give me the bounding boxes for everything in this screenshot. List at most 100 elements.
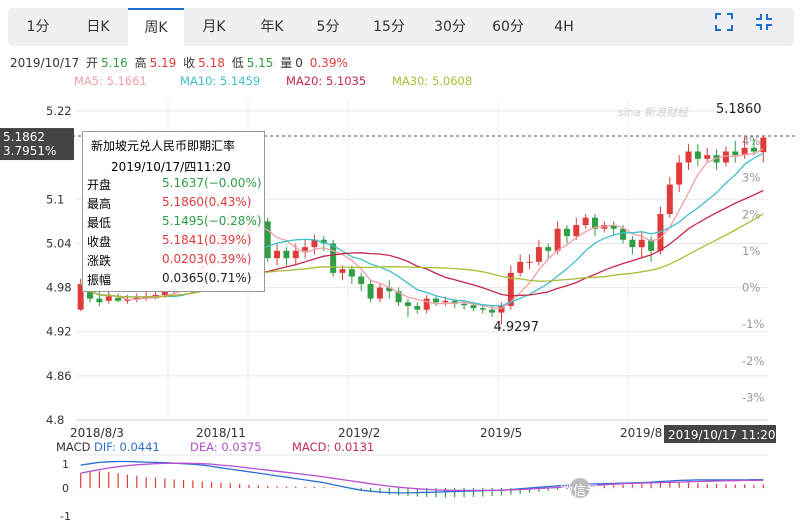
tab-4[interactable]: 年K — [260, 19, 284, 35]
candle-body — [760, 137, 767, 153]
candle-body — [451, 300, 458, 304]
tooltip-row-value: 5.1495(−0.28%) — [162, 214, 262, 228]
tab-3[interactable]: 月K — [202, 19, 226, 35]
candle-body — [694, 151, 701, 159]
tab-9[interactable]: 4H — [554, 19, 574, 35]
ma10-legend: MA10: 5.1459 — [180, 74, 261, 88]
y-tick-label: 4.92 — [46, 325, 72, 339]
tooltip-row: 最高 5.1860(0.43%) — [87, 195, 263, 214]
candle-body — [339, 269, 346, 273]
candle-body — [358, 276, 365, 284]
tab-5[interactable]: 5分 — [316, 19, 340, 35]
candle-body — [732, 151, 739, 156]
candle-body — [283, 250, 290, 259]
candle-body — [526, 261, 533, 263]
candle-body — [320, 239, 327, 244]
ma5-legend: MA5: 5.1661 — [74, 74, 147, 88]
watermark: 微信号: kanxinjiapo — [560, 484, 682, 499]
tooltip-row: 最低 5.1495(−0.28%) — [87, 214, 263, 233]
candle-body — [750, 147, 757, 152]
exit-fullscreen-icon[interactable] — [754, 12, 774, 32]
y-tick-label: 5.1 — [46, 192, 64, 206]
candle-body — [414, 305, 421, 310]
candle-body — [638, 239, 645, 248]
candle-body — [610, 225, 617, 229]
volume-value: 0 — [295, 56, 303, 70]
candle-body — [302, 247, 309, 251]
candle-body — [582, 217, 589, 226]
close-label: 收 — [183, 56, 196, 70]
macd-dif: DIF: 0.0441 — [94, 440, 160, 454]
candle-body — [722, 151, 729, 163]
close-value: 5.18 — [198, 56, 225, 70]
y-right-tick-label: -2% — [742, 354, 764, 368]
y-tick-label: 5.04 — [46, 236, 72, 250]
tab-8[interactable]: 60分 — [492, 19, 524, 35]
y-right-tick-label: 2% — [742, 207, 760, 221]
tooltip-row: 开盘 5.1637(−0.00%) — [87, 176, 263, 195]
candle-body — [592, 217, 598, 229]
candle-body — [629, 239, 636, 248]
tab-0[interactable]: 1分 — [26, 19, 50, 35]
open-value: 5.16 — [101, 56, 128, 70]
candle-body — [152, 294, 159, 297]
candle-body — [77, 283, 84, 310]
tooltip-row-label: 振幅 — [87, 273, 112, 287]
x-tick-label: 2019/5 — [480, 426, 522, 440]
macd-dea-line — [80, 462, 764, 492]
candle-body — [545, 247, 552, 251]
candle-body — [442, 300, 449, 303]
y-right-tick-label: 1% — [742, 244, 760, 258]
candle-body — [741, 147, 748, 156]
candle-body — [330, 243, 337, 273]
y-right-tick-label: -1% — [742, 317, 764, 331]
open-label: 开 — [86, 56, 99, 70]
price-box-bg — [0, 128, 74, 161]
tooltip-row-label: 最高 — [87, 197, 112, 211]
tab-1[interactable]: 日K — [86, 19, 110, 35]
candle-body — [704, 155, 711, 159]
min-annotation: 4.9297 — [493, 320, 538, 335]
y-right-tick-label: 0% — [742, 281, 760, 295]
x-tick-label: 2018/11 — [196, 426, 246, 440]
macd-dif-line — [80, 460, 764, 494]
low-label: 低 — [231, 56, 244, 70]
candle-body — [105, 296, 112, 301]
macd-tick: 1 — [62, 458, 69, 471]
candle-body — [498, 305, 505, 313]
tab-7[interactable]: 30分 — [434, 19, 466, 35]
candle-body — [676, 162, 683, 185]
candle-body — [376, 287, 383, 299]
high-label: 高 — [134, 56, 147, 70]
candle-body — [666, 184, 673, 215]
time-label: 2019/10/17 11:20 — [668, 428, 776, 442]
x-tick-label: 2018/8/3 — [70, 426, 124, 440]
y-right-tick-label: -3% — [742, 390, 764, 404]
candle-body — [367, 283, 374, 299]
tooltip-row: 振幅 0.0365(0.71%) — [87, 271, 263, 290]
candle-body — [479, 308, 486, 310]
high-value: 5.19 — [149, 56, 177, 70]
y-tick-label: 4.86 — [46, 369, 72, 383]
candle-body — [161, 291, 168, 295]
price-box-value: 5.1862 — [3, 130, 45, 144]
tooltip-title: 新加坡元兑人民币即期汇率 — [91, 139, 236, 153]
y-tick-label: 5.22 — [46, 104, 72, 118]
period-tab-bar: 1分 日K 周K 月K 年K 5分 15分 30分 60分 4H — [8, 8, 794, 46]
y-right-tick-label: 4% — [742, 134, 760, 148]
tab-6[interactable]: 15分 — [373, 19, 405, 35]
wechat-icon — [570, 478, 590, 498]
ohlc-date: 2019/10/17 — [10, 56, 80, 70]
macd-tick: -1 — [60, 510, 71, 523]
tooltip-row-label: 涨跌 — [87, 254, 112, 268]
tooltip-datetime: 2019/10/17/四11:20 — [111, 160, 231, 174]
tab-2[interactable]: 周K — [128, 8, 184, 46]
candle-body — [274, 250, 281, 259]
candle-body — [386, 287, 393, 292]
fullscreen-icon[interactable] — [714, 12, 734, 32]
candle-body — [620, 228, 627, 240]
tooltip-row-value: 5.1637(−0.00%) — [162, 176, 262, 190]
candle-body — [713, 155, 720, 163]
tooltip-row: 收盘 5.1841(0.39%) — [87, 233, 263, 252]
